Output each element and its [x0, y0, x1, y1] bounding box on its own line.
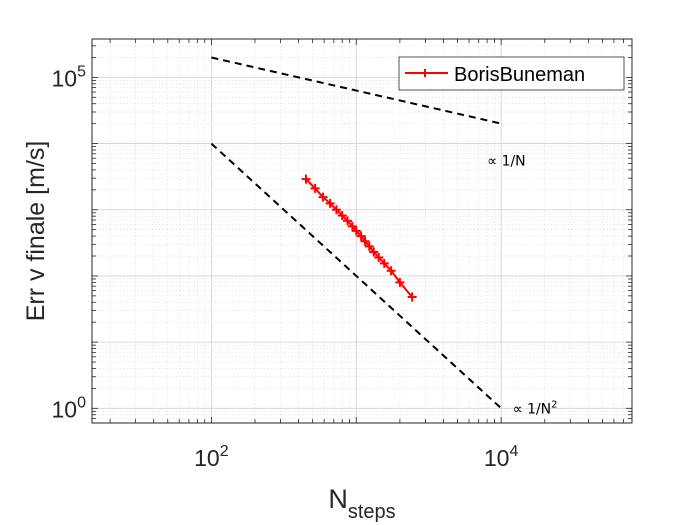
- slope-annotation: ∝ 1/N2: [513, 399, 558, 417]
- tick-marks: [92, 39, 632, 424]
- x-tick-label: 102: [194, 443, 229, 471]
- series-point: [351, 226, 361, 236]
- y-tick-label: 100: [52, 394, 87, 422]
- legend-label: BorisBuneman: [454, 64, 585, 86]
- y-axis-label: Err v finale [m/s]: [22, 141, 50, 322]
- series-point: [379, 258, 389, 268]
- series-point: [360, 236, 370, 246]
- series-point: [386, 266, 396, 276]
- x-tick-label: 104: [484, 443, 519, 471]
- reference-slope-line: [210, 142, 502, 410]
- y-tick-label: 105: [52, 63, 87, 91]
- series-point: [331, 205, 341, 215]
- series-point: [356, 231, 366, 241]
- series-point: [318, 192, 328, 202]
- data-markers: [301, 174, 417, 302]
- reference-slope-line: [211, 56, 502, 125]
- series-point: [337, 210, 347, 220]
- series-point: [407, 292, 417, 302]
- tick-labels: 102 104 100 105: [52, 63, 519, 471]
- annotations: ∝ 1/N ∝ 1/N2: [487, 154, 557, 418]
- series-point: [310, 183, 320, 193]
- series-point: [301, 174, 311, 184]
- plot-frame: [91, 38, 633, 424]
- legend: BorisBuneman: [398, 56, 625, 91]
- series-point: [343, 216, 353, 226]
- minor-grid: [92, 39, 632, 424]
- data-lines: [210, 56, 502, 410]
- plot-background: [92, 39, 632, 423]
- series-point: [395, 277, 405, 287]
- series-line: [305, 178, 413, 298]
- series-point: [374, 252, 384, 262]
- series-point: [325, 198, 335, 208]
- major-grid: [92, 39, 632, 423]
- series-point: [364, 241, 374, 251]
- series-point: [369, 247, 379, 257]
- x-axis-label: Nsteps: [328, 484, 395, 523]
- legend-plus-icon: [421, 69, 429, 77]
- slope-annotation: ∝ 1/N: [487, 154, 526, 170]
